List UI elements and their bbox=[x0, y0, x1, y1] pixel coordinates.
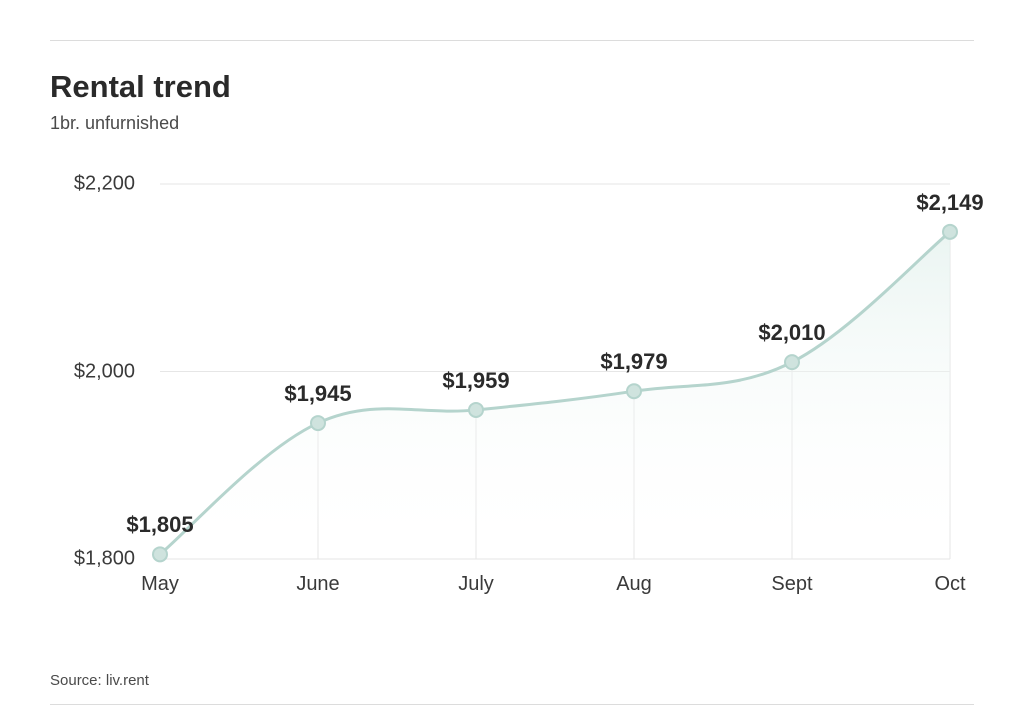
data-point-label: $1,959 bbox=[442, 368, 509, 394]
x-tick-label: June bbox=[296, 573, 339, 596]
data-point-label: $1,945 bbox=[284, 381, 351, 407]
data-point-label: $2,149 bbox=[916, 190, 983, 216]
x-tick-label: Sept bbox=[771, 573, 812, 596]
chart-title: Rental trend bbox=[50, 69, 974, 105]
chart-area: $1,800 $2,000 $2,200 May June July Aug Sept Oct… bbox=[50, 164, 970, 609]
bottom-divider bbox=[50, 704, 974, 705]
chart-source: Source: liv.rent bbox=[50, 672, 149, 689]
y-tick-label: $1,800 bbox=[50, 548, 135, 571]
y-tick-label: $2,000 bbox=[50, 360, 135, 383]
x-tick-label: May bbox=[141, 573, 179, 596]
data-point-label: $1,979 bbox=[600, 349, 667, 375]
x-tick-label: July bbox=[458, 573, 494, 596]
data-point-label: $2,010 bbox=[758, 320, 825, 346]
x-tick-label: Aug bbox=[616, 573, 652, 596]
data-point-label: $1,805 bbox=[126, 512, 193, 538]
x-tick-label: Oct bbox=[934, 573, 965, 596]
chart-subtitle: 1br. unfurnished bbox=[50, 113, 974, 134]
top-divider bbox=[50, 40, 974, 41]
chart-svg bbox=[50, 164, 970, 609]
y-tick-label: $2,200 bbox=[50, 173, 135, 196]
